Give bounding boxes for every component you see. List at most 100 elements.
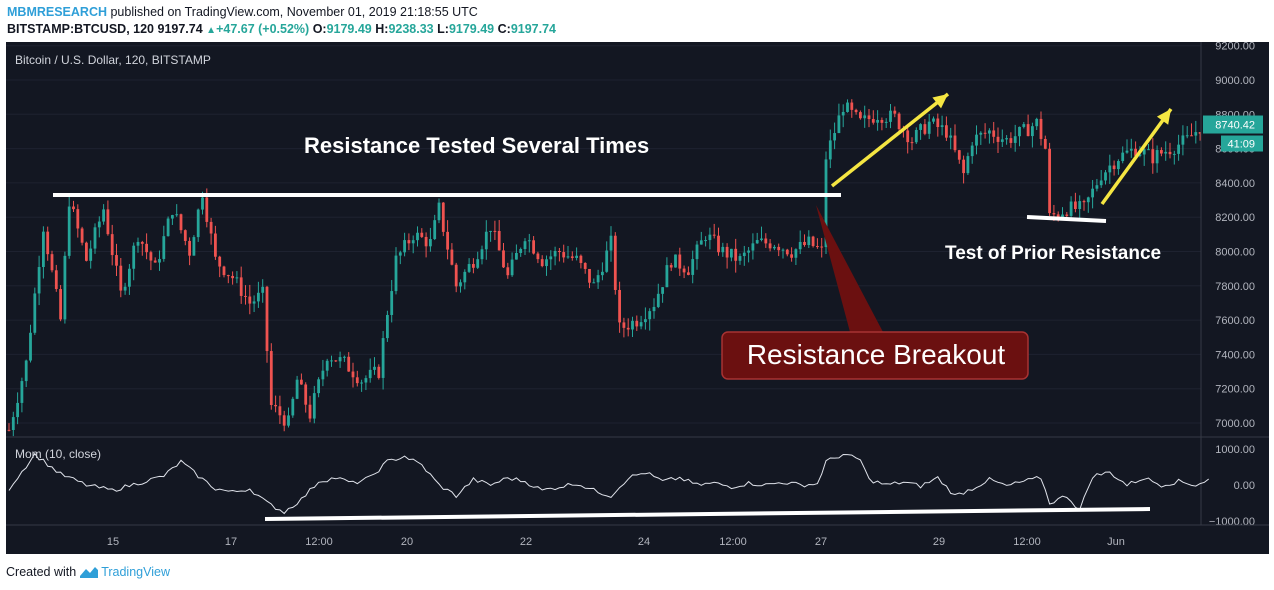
candle-body <box>7 429 11 431</box>
candle-body <box>949 135 953 138</box>
tradingview-logo-icon <box>80 567 99 578</box>
candle-body <box>558 250 561 253</box>
candle-body <box>687 272 690 275</box>
candle-body <box>153 260 157 263</box>
time-tick-label: 29 <box>933 536 945 548</box>
current-price-box <box>1203 115 1263 134</box>
candle-body <box>72 206 75 210</box>
candle-body <box>1190 135 1193 137</box>
candle-body <box>695 244 699 260</box>
chart-area[interactable]: 7000.00 7200.00 7400.00 7600.00 7800.00 8000.… <box>6 42 1269 554</box>
candle-body <box>145 243 148 253</box>
candle-body <box>37 267 41 294</box>
candle-body <box>798 241 802 250</box>
candle-body <box>919 124 922 130</box>
candle-body <box>927 121 931 134</box>
candle-body <box>1061 214 1064 218</box>
candle-body <box>222 266 226 276</box>
footer: Created with TradingView <box>6 565 170 579</box>
candle-body <box>846 102 849 112</box>
candle-body <box>975 134 978 146</box>
candle-body <box>730 248 733 258</box>
candle-body <box>231 275 234 279</box>
candle-body <box>833 133 836 141</box>
candle-body <box>93 227 97 249</box>
candle-body <box>884 121 888 123</box>
candle-body <box>893 110 897 114</box>
candle-body <box>433 220 437 240</box>
candle-body <box>265 286 269 352</box>
symbol-label[interactable]: BITSTAMP:BTCUSD, 120 <box>7 22 155 36</box>
tradingview-link[interactable]: TradingView <box>101 565 170 579</box>
candle-body <box>300 379 303 385</box>
momentum-tick-label: 1000.00 <box>1215 444 1255 456</box>
low-value: 9179.49 <box>448 22 495 36</box>
retest-support-line <box>1026 215 1107 223</box>
last-price: 9197.74 <box>157 22 203 36</box>
candle-body <box>269 351 273 406</box>
candle-body <box>1022 124 1026 127</box>
candle-body <box>497 231 501 251</box>
candle-body <box>811 236 815 247</box>
candle-body <box>132 245 136 269</box>
candle-body <box>33 293 37 333</box>
candle-body <box>613 235 617 290</box>
candle-body <box>209 221 213 234</box>
candle-body <box>11 417 15 431</box>
candle-body <box>957 150 961 160</box>
trend-arrow-2-head <box>1156 109 1171 125</box>
candle-body <box>566 256 570 258</box>
candle-body <box>661 287 664 294</box>
candle-body <box>734 248 738 261</box>
resistance-title: Resistance Tested Several Times <box>304 133 649 158</box>
candle-body <box>330 360 333 362</box>
candle-body <box>407 240 411 244</box>
time-tick-label: 17 <box>225 536 237 548</box>
candle-body <box>278 406 282 416</box>
symbol-title: Bitcoin / U.S. Dollar, 120, BITSTAMP <box>15 53 211 67</box>
candle-body <box>674 254 677 268</box>
momentum-trendline <box>264 507 1151 521</box>
candle-body <box>1069 201 1073 216</box>
candle-body <box>80 228 84 243</box>
candle-body <box>1185 135 1189 137</box>
candle-body <box>1142 149 1146 155</box>
price-tick-label: 7400.00 <box>1215 349 1255 361</box>
candle-body <box>785 249 789 255</box>
candle-body <box>639 322 643 327</box>
candle-body <box>656 293 660 307</box>
chart-header: MBMRESEARCH published on TradingView.com… <box>0 0 1274 42</box>
candle-body <box>97 221 101 228</box>
candle-body <box>115 255 118 266</box>
publisher-name[interactable]: MBMRESEARCH <box>7 5 107 19</box>
candle-body <box>248 296 252 304</box>
price-chart[interactable]: 7000.00 7200.00 7400.00 7600.00 7800.00 8000.… <box>6 42 1269 554</box>
price-tick-label: 7000.00 <box>1215 418 1255 430</box>
candle-body <box>682 268 686 273</box>
candle-body <box>764 238 768 244</box>
candle-body <box>1104 172 1107 181</box>
candle-body <box>76 209 80 229</box>
candle-body <box>532 240 535 254</box>
time-tick-label: 27 <box>815 536 827 548</box>
time-tick-label: 24 <box>638 536 650 548</box>
momentum-label: Mom (10, close) <box>15 447 101 461</box>
candle-body <box>441 202 445 232</box>
candle-body <box>489 230 492 232</box>
candle-body <box>67 206 71 256</box>
candle-body <box>1039 118 1043 139</box>
candle-body <box>381 338 385 378</box>
candle-body <box>162 236 166 259</box>
candle-body <box>463 271 467 283</box>
candle-body <box>794 249 798 258</box>
candle-body <box>89 248 93 261</box>
candle-body <box>940 125 944 128</box>
candle-body <box>760 238 763 241</box>
candle-body <box>570 256 574 258</box>
candle-body <box>63 255 67 320</box>
candle-body <box>321 370 325 380</box>
candle-body <box>1168 151 1172 155</box>
candle-body <box>906 130 910 143</box>
time-tick-label: 15 <box>107 536 119 548</box>
candle-body <box>59 289 62 320</box>
